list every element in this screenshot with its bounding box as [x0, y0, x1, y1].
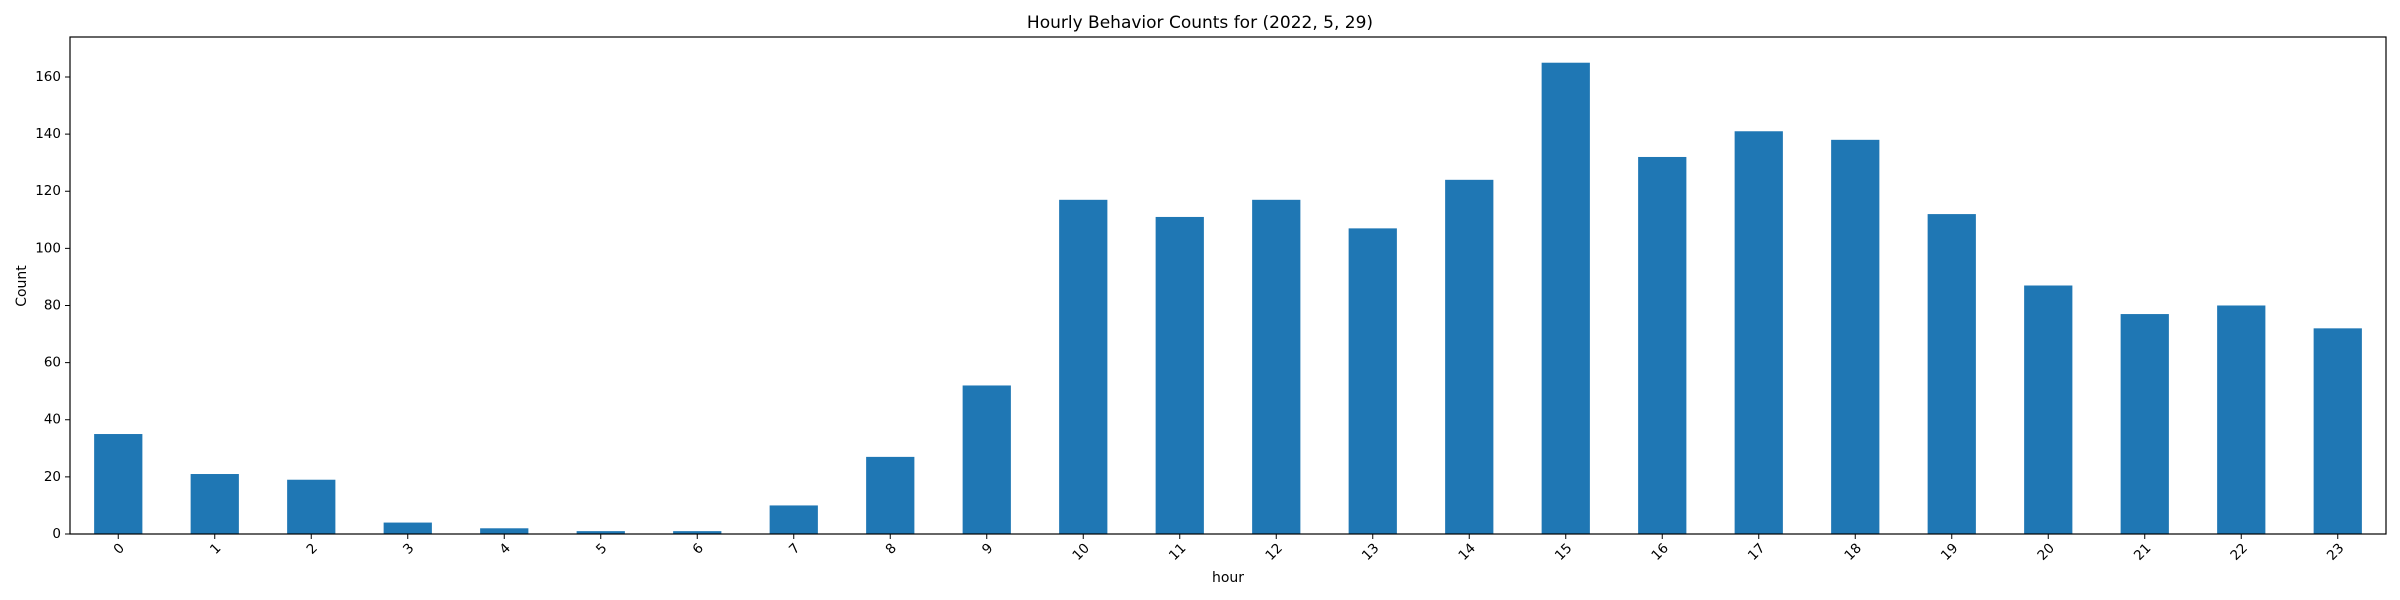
x-tick-label: 0 [111, 540, 128, 557]
x-tick-label: 9 [979, 540, 996, 557]
x-tick-label: 17 [1745, 540, 1768, 563]
x-tick-label: 21 [2131, 540, 2154, 563]
bar-hour-10 [1059, 199, 1108, 534]
x-tick-label: 1 [207, 540, 224, 557]
y-tick-label: 0 [52, 526, 61, 542]
bar-hour-20 [2024, 285, 2073, 534]
x-axis-label: hour [1212, 570, 1244, 586]
bar-hour-18 [1831, 139, 1880, 534]
bar-hour-7 [769, 505, 818, 534]
bar-hour-3 [383, 522, 432, 534]
bars-layer [94, 62, 2362, 535]
y-tick-label: 80 [44, 297, 61, 313]
bar-hour-0 [94, 434, 143, 534]
bar-hour-8 [866, 456, 915, 534]
y-tick-label: 20 [44, 469, 61, 485]
x-tick-label: 10 [1069, 540, 1092, 563]
x-tick-label: 6 [690, 540, 707, 557]
bar-hour-21 [2120, 314, 2169, 534]
bar-hour-6 [673, 531, 722, 534]
x-tick-label: 22 [2227, 540, 2250, 563]
x-tick-label: 20 [2034, 540, 2057, 563]
x-tick-label: 5 [593, 540, 610, 557]
x-tick-label: 15 [1552, 540, 1575, 563]
x-tick-label: 7 [786, 540, 803, 557]
bar-hour-5 [576, 531, 625, 534]
y-tick-label: 100 [35, 240, 61, 256]
x-tick-label: 2 [304, 540, 321, 557]
bar-hour-4 [480, 528, 529, 534]
x-tick-label: 18 [1841, 540, 1864, 563]
y-tick-label: 140 [35, 126, 61, 142]
y-tick-label: 40 [44, 412, 61, 428]
x-tick-label: 3 [400, 540, 417, 557]
bar-hour-11 [1155, 216, 1204, 534]
bar-hour-22 [2217, 305, 2266, 534]
x-tick-label: 12 [1262, 540, 1285, 563]
axes-layer [69, 36, 2387, 535]
y-tick-label: 160 [35, 69, 61, 85]
bar-hour-13 [1348, 228, 1397, 534]
bar-hour-2 [287, 479, 336, 534]
x-tick-label: 14 [1455, 540, 1478, 563]
plot-frame [69, 36, 2387, 535]
y-axis: 0 20 40 60 80 100 120 140 160 [35, 69, 70, 542]
bar-hour-14 [1445, 179, 1494, 534]
bar-hour-15 [1541, 62, 1590, 535]
x-tick-label: 11 [1166, 540, 1189, 563]
chart-title: Hourly Behavior Counts for (2022, 5, 29) [1027, 13, 1373, 33]
bar-hour-16 [1638, 156, 1687, 534]
x-tick-label: 4 [497, 540, 514, 557]
bar-hour-1 [190, 474, 239, 534]
x-tick-label: 23 [2324, 540, 2347, 563]
x-tick-label: 13 [1359, 540, 1382, 563]
x-axis: 0 1 2 3 4 5 6 7 8 9 10 11 12 13 14 15 16 17 18 19 20 21 22 23 [111, 534, 2347, 564]
y-axis-label: Count [14, 265, 30, 307]
bar-hour-9 [962, 385, 1011, 534]
bar-hour-17 [1734, 131, 1783, 534]
y-tick-label: 120 [35, 183, 61, 199]
bar-hour-12 [1252, 199, 1301, 534]
y-tick-label: 60 [44, 355, 61, 371]
x-tick-label: 16 [1648, 540, 1671, 563]
x-tick-label: 8 [883, 540, 900, 557]
bar-hour-23 [2313, 328, 2362, 534]
x-tick-label: 19 [1938, 540, 1961, 563]
bar-hour-19 [1927, 214, 1976, 534]
